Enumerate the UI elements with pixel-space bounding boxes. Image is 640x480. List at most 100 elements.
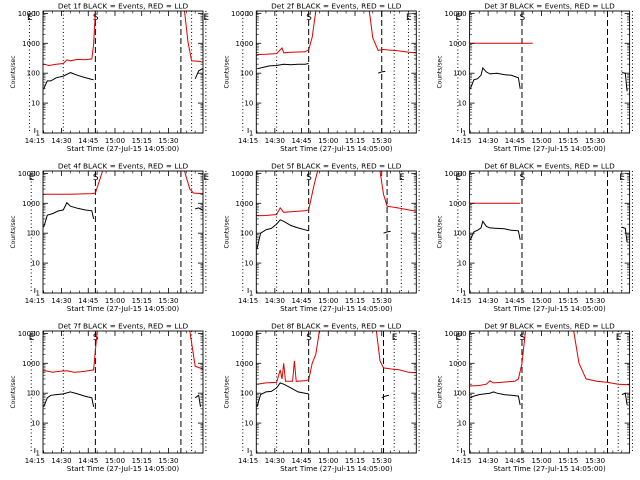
chart-title: Det 6f BLACK = Events, RED = LLD (484, 162, 615, 171)
y-tick-label: 1000 (449, 360, 467, 368)
x-tick-label: 14:45 (505, 297, 525, 305)
y-axis-label: Counts/sec (10, 215, 17, 248)
y-tick-label: 1 (462, 450, 466, 458)
y-tick-label: 1000 (22, 40, 40, 48)
y-tick-label: 100 (240, 230, 253, 238)
y-tick-label: 1 (249, 130, 253, 138)
marker-letter: E (406, 13, 412, 23)
series-black-line (383, 230, 391, 234)
x-tick-label: 15:15 (132, 297, 152, 305)
marker-letter: S (519, 173, 525, 183)
x-axis-label: Start Time (27-Jul-15 14:05:00) (67, 464, 180, 473)
x-tick-label: 14:15 (25, 137, 45, 145)
y-tick-label: 100 (27, 230, 40, 238)
marker-dotted: E (455, 331, 461, 453)
x-tick-label: 15:30 (158, 457, 178, 465)
x-tick-label: 15:15 (558, 457, 578, 465)
x-axis-label: Start Time (27-Jul-15 14:05:00) (493, 144, 606, 153)
x-tick-label: 15:15 (132, 457, 152, 465)
y-tick-label: 10000 (444, 170, 466, 178)
x-tick-label: 14:45 (291, 297, 311, 305)
x-axis-label: Start Time (27-Jul-15 14:05:00) (67, 144, 180, 153)
plot-frame (255, 10, 417, 134)
x-tick-label: 15:00 (105, 457, 125, 465)
chart-title: Det 4f BLACK = Events, RED = LLD (58, 162, 189, 171)
marker-dotted: E (616, 331, 622, 453)
plot-frame (469, 10, 631, 134)
x-axis-label: Start Time (27-Jul-15 14:05:00) (493, 464, 606, 473)
x-tick-label: 14:30 (478, 457, 498, 465)
y-tick-label: 1 (249, 290, 253, 298)
series-black-line (621, 392, 628, 406)
x-tick-label: 14:30 (478, 137, 498, 145)
y-tick-label: 10000 (231, 170, 253, 178)
x-tick-label: 15:30 (372, 137, 392, 145)
marker-dashed: S (519, 331, 525, 453)
marker-letter: E (455, 333, 461, 343)
x-axis-label: Start Time (27-Jul-15 14:05:00) (280, 144, 393, 153)
x-tick-label: 15:30 (585, 137, 605, 145)
marker-letter: S (306, 13, 312, 23)
marker-dashed: S (93, 11, 99, 133)
marker-dashed: S (519, 11, 525, 133)
x-tick-label: 14:45 (78, 457, 98, 465)
series-black-line (621, 226, 628, 243)
x-tick-label: 14:15 (238, 457, 258, 465)
plot-frame (255, 330, 417, 454)
x-tick-label: 15:15 (345, 137, 365, 145)
marker-dotted: E (406, 11, 412, 133)
marker-dotted: E (399, 171, 405, 293)
marker-letter: E (455, 13, 461, 23)
y-tick-label: 10000 (444, 10, 466, 18)
y-tick-label: 10 (458, 420, 467, 428)
y-tick-label: 10 (458, 100, 467, 108)
detector-panel-1: Det 1f BLACK = Events, RED = LLD E S E 1 10 10… (10, 2, 209, 154)
marker-letter: E (203, 13, 209, 23)
marker-dotted: E (29, 171, 35, 293)
y-tick-label: 1 (36, 130, 40, 138)
marker-dotted: E (203, 11, 209, 133)
series-black-line (621, 72, 628, 92)
y-axis-label: Counts/sec (223, 215, 230, 248)
series-red-line (469, 331, 526, 387)
series-black-line (469, 66, 521, 89)
x-tick-label: 14:30 (265, 137, 285, 145)
series-red-line (189, 331, 203, 370)
x-tick-label: 15:30 (585, 297, 605, 305)
x-tick-label: 15:30 (372, 457, 392, 465)
chart-title: Det 7f BLACK = Events, RED = LLD (58, 322, 189, 331)
x-tick-label: 14:30 (51, 297, 71, 305)
chart-title: Det 9f BLACK = Events, RED = LLD (484, 322, 615, 331)
y-tick-label: 10000 (18, 10, 40, 18)
x-tick-label: 15:00 (318, 137, 338, 145)
y-tick-label: 10 (244, 100, 253, 108)
y-tick-label: 1 (36, 290, 40, 298)
y-tick-label: 1000 (22, 360, 40, 368)
x-axis-label: Start Time (27-Jul-15 14:05:00) (280, 304, 393, 313)
y-tick-label: 10000 (231, 10, 253, 18)
y-tick-label: 1000 (22, 200, 40, 208)
chart-title: Det 5f BLACK = Events, RED = LLD (271, 162, 402, 171)
x-tick-label: 14:15 (238, 297, 258, 305)
x-tick-label: 15:00 (318, 457, 338, 465)
plot-frame (42, 330, 204, 454)
marker-letter: E (27, 13, 33, 23)
y-axis-label: Counts/sec (223, 55, 230, 88)
x-tick-label: 14:15 (451, 137, 471, 145)
x-tick-label: 15:00 (531, 457, 551, 465)
x-tick-label: 15:30 (158, 137, 178, 145)
x-tick-label: 15:15 (132, 137, 152, 145)
marker-letter: E (29, 333, 35, 343)
x-tick-label: 15:15 (558, 137, 578, 145)
x-tick-label: 14:30 (265, 457, 285, 465)
marker-dotted: E (619, 171, 625, 293)
y-tick-label: 100 (453, 70, 466, 78)
marker-letter: E (392, 333, 398, 343)
y-tick-label: 10000 (18, 170, 40, 178)
x-tick-label: 15:15 (345, 297, 365, 305)
chart-title: Det 8f BLACK = Events, RED = LLD (271, 322, 402, 331)
y-tick-label: 1 (462, 290, 466, 298)
marker-letter: S (519, 333, 525, 343)
y-tick-label: 10000 (444, 330, 466, 338)
